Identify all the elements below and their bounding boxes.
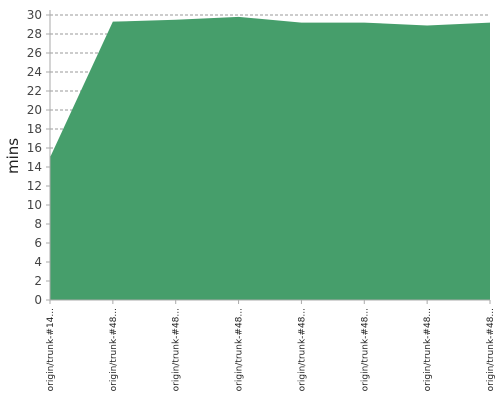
axes (49, 10, 490, 301)
y-tick-label: 22 (27, 84, 42, 98)
y-tick-label: 18 (27, 122, 42, 136)
x-axis-ticks: origin/trunk-#14... origin/trunk-#48... or… (46, 300, 496, 391)
y-tick-label: 2 (34, 274, 42, 288)
area-series (50, 16, 490, 301)
y-tick-label: 24 (27, 65, 42, 79)
y-tick-label: 26 (27, 46, 42, 60)
y-tick-label: 30 (27, 8, 42, 22)
y-tick-label: 16 (27, 141, 42, 155)
y-tick-label: 12 (27, 179, 42, 193)
x-tick-label: origin/trunk-#48... (423, 308, 433, 391)
y-tick-label: 8 (34, 217, 42, 231)
y-tick-label: 10 (27, 198, 42, 212)
x-tick-label: origin/trunk-#48... (297, 308, 307, 391)
x-tick-label: origin/trunk-#48... (360, 308, 370, 391)
x-tick-label: origin/trunk-#14... (46, 308, 56, 391)
y-tick-label: 28 (27, 27, 42, 41)
x-tick-label: origin/trunk-#48... (486, 308, 496, 391)
y-tick-label: 6 (34, 236, 42, 250)
y-tick-label: 20 (27, 103, 42, 117)
x-tick-label: origin/trunk-#48... (235, 308, 245, 391)
y-tick-label: 14 (27, 160, 42, 174)
y-axis-title: mins (4, 138, 22, 174)
x-tick-label: origin/trunk-#48... (109, 308, 119, 391)
y-tick-label: 4 (34, 255, 42, 269)
x-tick-label: origin/trunk-#48... (172, 308, 182, 391)
y-tick-label: 0 (34, 293, 42, 307)
